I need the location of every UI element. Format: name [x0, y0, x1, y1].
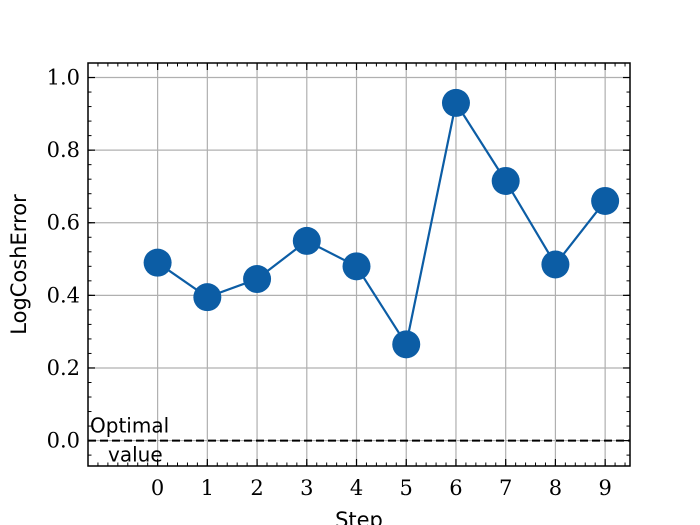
y-tick-label: 1.0	[47, 66, 80, 90]
data-point	[342, 252, 371, 281]
series-line	[156, 100, 607, 348]
y-tick-label: 0.8	[47, 138, 80, 162]
tick-labels: 0 1 2 3 4 5 6 7 8 9 0.0 0.2 0.4 0.6 0.8 1.0	[47, 66, 612, 500]
y-tick-label: 0.6	[47, 211, 80, 235]
x-tick-label: 1	[201, 476, 214, 500]
x-tick-label: 2	[250, 476, 263, 500]
data-point	[243, 265, 272, 294]
data-point	[591, 186, 620, 215]
y-tick-label: 0.4	[47, 283, 80, 307]
x-tick-label: 5	[400, 476, 413, 500]
data-point	[292, 226, 321, 255]
y-tick-label: 0.0	[47, 429, 80, 453]
x-tick-label: 0	[151, 476, 164, 500]
y-tick-label: 0.2	[47, 356, 80, 380]
x-tick-label: 4	[350, 476, 363, 500]
x-tick-label: 6	[449, 476, 462, 500]
data-point	[541, 250, 570, 279]
x-axis-label: Step	[335, 508, 383, 525]
x-tick-label: 9	[598, 476, 611, 500]
data-point	[491, 166, 520, 195]
data-point	[193, 283, 222, 312]
annotation-line-2: value	[108, 443, 163, 467]
data-point	[392, 330, 421, 359]
annotation-line-1: Optimal	[90, 414, 169, 438]
series-layer	[143, 88, 620, 359]
x-tick-label: 7	[499, 476, 512, 500]
plot-frame	[87, 62, 631, 467]
x-tick-label: 8	[549, 476, 562, 500]
x-tick-label: 3	[300, 476, 313, 500]
tick-marks	[87, 62, 630, 466]
data-point	[143, 248, 172, 277]
y-axis-label: LogCoshError	[7, 194, 31, 335]
data-point	[441, 88, 470, 117]
